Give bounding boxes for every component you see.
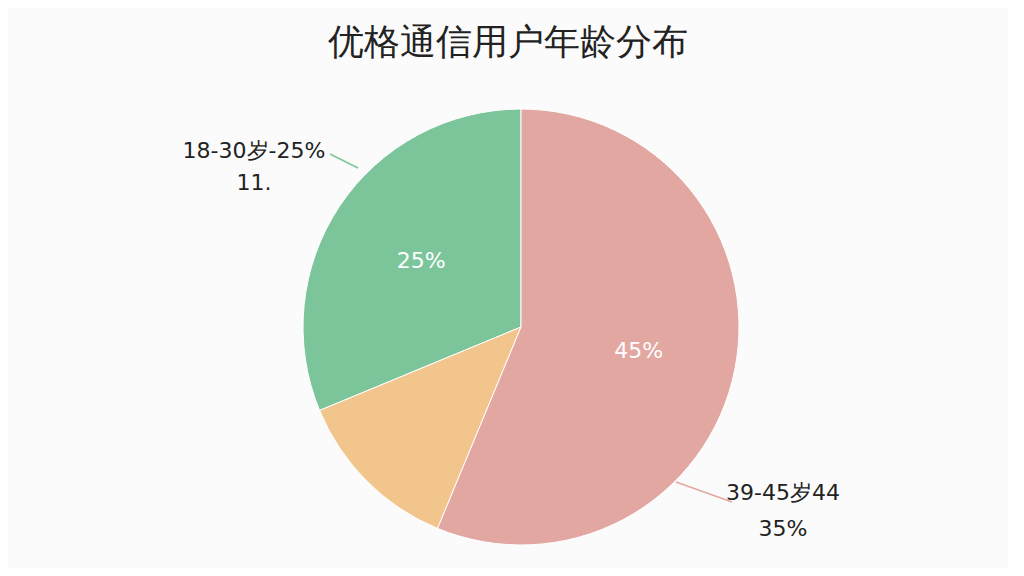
svg-text:35%: 35%	[759, 516, 808, 541]
svg-text:11.: 11.	[237, 170, 272, 195]
svg-text:18-30岁-25%: 18-30岁-25%	[183, 138, 326, 163]
svg-text:39-45岁44: 39-45岁44	[726, 480, 840, 505]
svg-text:优格通信用户年龄分布: 优格通信用户年龄分布	[328, 21, 688, 62]
svg-text:45%: 45%	[614, 338, 663, 363]
svg-text:25%: 25%	[397, 248, 446, 273]
